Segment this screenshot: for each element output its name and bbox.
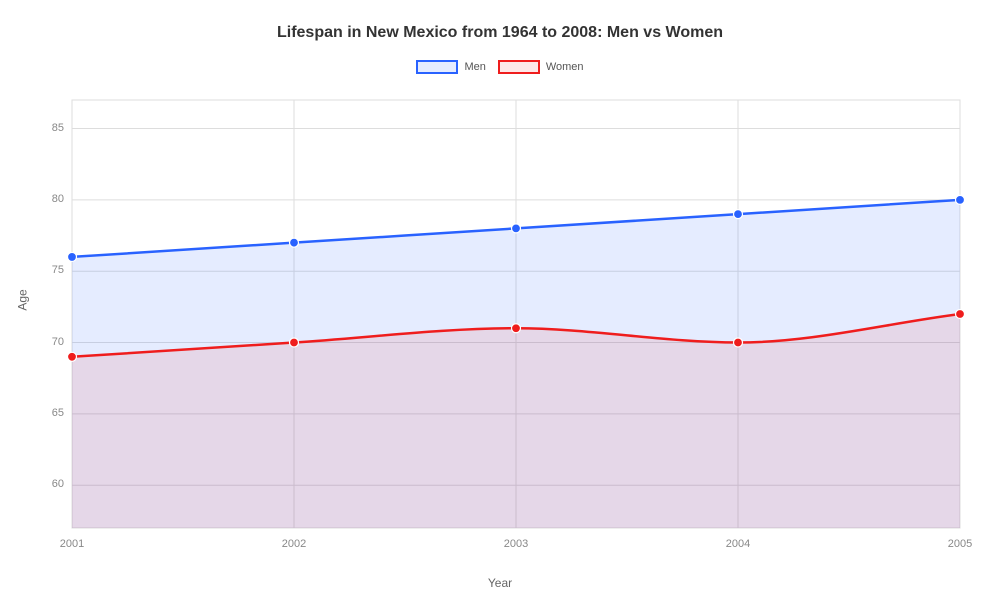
plot-svg [0, 0, 1000, 600]
marker-series-1[interactable] [734, 338, 743, 347]
x-tick-label: 2005 [948, 538, 972, 550]
chart-container: Lifespan in New Mexico from 1964 to 2008… [0, 0, 1000, 600]
marker-series-1[interactable] [290, 338, 299, 347]
x-tick-label: 2003 [504, 538, 528, 550]
y-axis-label: Age [16, 289, 30, 310]
marker-series-1[interactable] [956, 310, 965, 319]
y-tick-label: 65 [34, 407, 64, 419]
y-tick-label: 70 [34, 336, 64, 348]
marker-series-0[interactable] [68, 252, 77, 261]
x-axis-label: Year [488, 576, 512, 590]
y-tick-label: 60 [34, 478, 64, 490]
x-tick-label: 2004 [726, 538, 750, 550]
marker-series-1[interactable] [512, 324, 521, 333]
y-tick-label: 85 [34, 122, 64, 134]
plot-wrapper: 60 65 70 75 80 85 2001 2002 2003 2004 2005 Age Ye… [0, 0, 1000, 600]
y-tick-label: 80 [34, 193, 64, 205]
y-tick-label: 75 [34, 264, 64, 276]
marker-series-0[interactable] [734, 210, 743, 219]
x-tick-label: 2001 [60, 538, 84, 550]
x-tick-label: 2002 [282, 538, 306, 550]
marker-series-0[interactable] [512, 224, 521, 233]
marker-series-1[interactable] [68, 352, 77, 361]
marker-series-0[interactable] [956, 195, 965, 204]
marker-series-0[interactable] [290, 238, 299, 247]
